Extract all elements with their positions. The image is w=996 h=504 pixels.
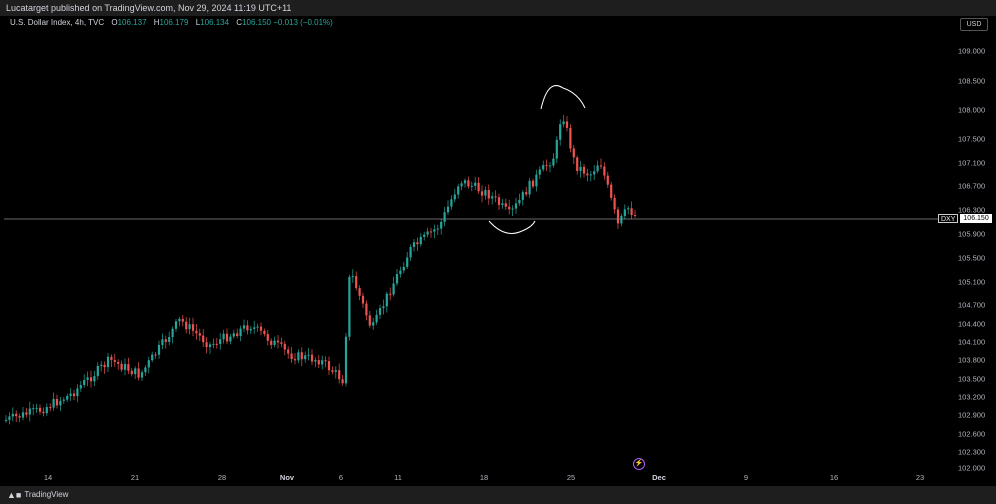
tradingview-logo-icon: ▲■ bbox=[7, 490, 22, 500]
time-tick-label: 28 bbox=[217, 473, 227, 482]
price-tick-label: 104.700 bbox=[958, 300, 986, 310]
price-tick-label: 108.000 bbox=[958, 105, 986, 115]
low-label: L bbox=[195, 18, 201, 27]
price-tag-value: 106.150 bbox=[960, 214, 992, 223]
symbol-name[interactable]: U.S. Dollar Index, 4h, TVC bbox=[10, 18, 105, 27]
open-label: O bbox=[111, 18, 118, 27]
change-value: −0.013 (−0.01%) bbox=[273, 18, 333, 27]
price-tick-label: 102.600 bbox=[958, 429, 986, 439]
price-tick-label: 103.800 bbox=[958, 355, 986, 365]
lightning-icon[interactable]: ⚡ bbox=[633, 458, 645, 470]
open-value: 106.137 bbox=[117, 18, 147, 27]
published-header: Lucatarget published on TradingView.com,… bbox=[0, 0, 996, 16]
price-tick-label: 104.400 bbox=[958, 319, 986, 329]
price-tick-label: 107.500 bbox=[958, 134, 986, 144]
time-tick-label: 21 bbox=[130, 473, 140, 482]
footer-bar: ▲■ TradingView bbox=[0, 486, 996, 504]
price-tick-label: 103.200 bbox=[958, 392, 986, 402]
price-tick-label: 106.300 bbox=[958, 205, 986, 215]
symbol-legend: U.S. Dollar Index, 4h, TVC O106.137 H106… bbox=[10, 18, 333, 27]
low-value: 106.134 bbox=[200, 18, 230, 27]
price-tick-label: 104.100 bbox=[958, 337, 986, 347]
time-tick-label: Nov bbox=[279, 473, 295, 482]
time-tick-label: 14 bbox=[43, 473, 53, 482]
time-tick-label: 25 bbox=[566, 473, 576, 482]
high-label: H bbox=[153, 18, 160, 27]
time-tick-label: 23 bbox=[915, 473, 925, 482]
price-tick-label: 102.000 bbox=[958, 463, 986, 473]
price-tick-label: 105.100 bbox=[958, 277, 986, 287]
price-tick-label: 105.500 bbox=[958, 253, 986, 263]
price-tick-label: 102.300 bbox=[958, 447, 986, 457]
price-tick-label: 107.100 bbox=[958, 158, 986, 168]
price-tick-label: 102.900 bbox=[958, 410, 986, 420]
currency-button[interactable]: USD bbox=[960, 18, 988, 31]
price-tick-label: 105.900 bbox=[958, 229, 986, 239]
time-tick-label: Dec bbox=[652, 473, 666, 482]
price-tick-label: 106.700 bbox=[958, 181, 986, 191]
close-value: 106.150 bbox=[242, 18, 271, 27]
price-tick-label: 108.500 bbox=[958, 76, 986, 86]
time-tick-label: 16 bbox=[829, 473, 839, 482]
tradingview-brand[interactable]: ▲■ TradingView bbox=[7, 489, 68, 501]
chart-frame[interactable]: U.S. Dollar Index, 4h, TVC O106.137 H106… bbox=[4, 16, 992, 486]
time-tick-label: 11 bbox=[394, 473, 402, 482]
time-tick-label: 9 bbox=[743, 473, 749, 482]
high-value: 106.179 bbox=[159, 18, 189, 27]
time-tick-label: 6 bbox=[338, 473, 344, 482]
price-tick-label: 109.000 bbox=[958, 46, 986, 56]
price-tag: DXY 106.150 bbox=[938, 214, 992, 223]
close-label: C bbox=[236, 18, 243, 27]
price-tag-ticker: DXY bbox=[938, 214, 959, 223]
time-tick-label: 18 bbox=[479, 473, 489, 482]
brand-name: TradingView bbox=[24, 490, 69, 499]
price-tick-label: 103.500 bbox=[958, 374, 986, 384]
